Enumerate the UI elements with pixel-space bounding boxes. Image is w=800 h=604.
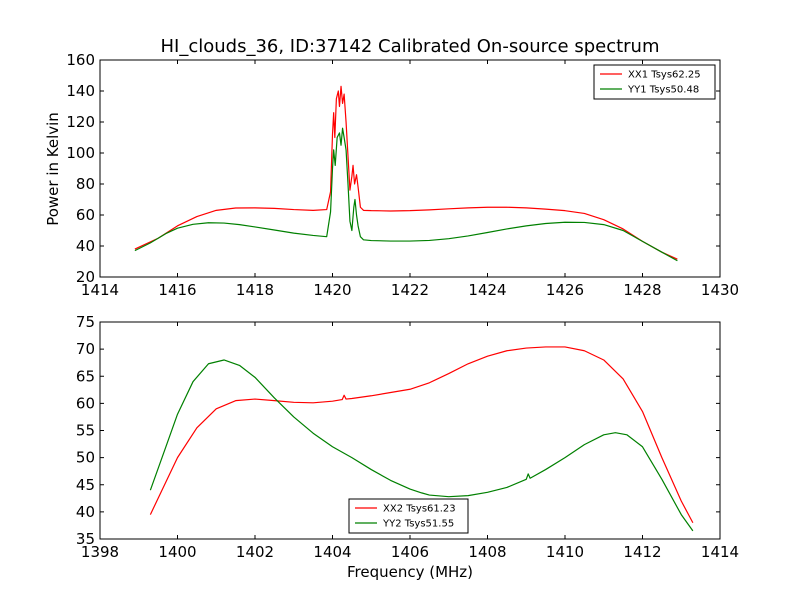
bottom-ytick-label: 50 [76, 449, 95, 467]
top-xtick-label: 1418 [236, 281, 274, 299]
bottom-ytick-label: 35 [76, 530, 95, 548]
bottom-xtick-label: 1410 [546, 543, 584, 561]
top-xtick-label: 1414 [81, 281, 119, 299]
top-ytick-label: 140 [66, 82, 95, 100]
top-ytick-label: 80 [76, 175, 95, 193]
bottom-legend: XX2 Tsys61.23 YY2 Tsys51.55 [348, 498, 469, 534]
top-ytick-label: 40 [76, 237, 95, 255]
bottom-xtick-label: 1400 [158, 543, 196, 561]
top-legend-box [593, 64, 716, 100]
top-ytick-label: 100 [66, 144, 95, 162]
bottom-xtick-label: 1408 [468, 543, 506, 561]
bottom-panel: 1398 1400 1402 1404 1406 1408 1410 1412 1414 35 40… [76, 313, 739, 561]
top-ytick-label: 160 [66, 51, 95, 69]
bottom-xtick-label: 1414 [701, 543, 739, 561]
top-panel: 1414 1416 1418 1420 1422 1424 1426 1428 1430 20 40… [66, 51, 739, 299]
bottom-xtick-label: 1398 [81, 543, 119, 561]
bottom-ytick-label: 75 [76, 313, 95, 331]
top-xtick-label: 1426 [546, 281, 584, 299]
bottom-series-2-line [149, 359, 694, 532]
chart-title: HI_clouds_36, ID:37142 Calibrated On-sou… [160, 36, 659, 57]
bottom-ytick-label: 45 [76, 476, 95, 494]
bottom-ytick-label: 65 [76, 367, 95, 385]
bottom-xtick-label: 1404 [313, 543, 351, 561]
bottom-xlabel: Frequency (MHz) [347, 563, 473, 581]
top-legend-label-2: YY1 Tsys50.48 [627, 85, 699, 96]
top-legend: XX1 Tsys62.25 YY1 Tsys50.48 [593, 64, 716, 100]
top-xtick-label: 1428 [623, 281, 661, 299]
top-xtick-label: 1424 [468, 281, 506, 299]
bottom-legend-box [348, 498, 469, 534]
top-ylabel: Power in Kelvin [44, 112, 62, 226]
top-series-2-line [134, 127, 678, 262]
top-ytick-label: 120 [66, 113, 95, 131]
bottom-ytick-label: 60 [76, 394, 95, 412]
top-xtick-label: 1420 [313, 281, 351, 299]
top-xtick-label: 1430 [701, 281, 739, 299]
top-xtick-label: 1422 [391, 281, 429, 299]
bottom-ytick-label: 40 [76, 503, 95, 521]
bottom-legend-label-1: XX2 Tsys61.23 [383, 504, 456, 515]
top-ytick-label: 20 [76, 268, 95, 286]
top-xtick-label: 1416 [158, 281, 196, 299]
bottom-xtick-label: 1402 [236, 543, 274, 561]
top-legend-label-1: XX1 Tsys62.25 [628, 70, 701, 81]
bottom-series-1-line [149, 346, 694, 524]
bottom-ytick-label: 55 [76, 422, 95, 440]
bottom-xtick-label: 1406 [391, 543, 429, 561]
top-ytick-label: 60 [76, 206, 95, 224]
bottom-legend-label-2: YY2 Tsys51.55 [382, 519, 454, 530]
bottom-ytick-label: 70 [76, 340, 95, 358]
top-series-1-line [134, 85, 678, 260]
bottom-xtick-label: 1412 [623, 543, 661, 561]
